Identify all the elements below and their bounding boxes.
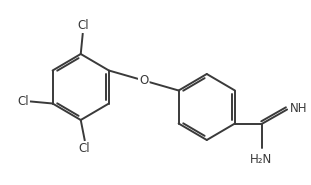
Text: O: O [139,74,148,87]
Text: Cl: Cl [17,95,29,108]
Text: Cl: Cl [77,19,89,32]
Text: NH: NH [290,102,308,115]
Text: H₂N: H₂N [249,152,272,166]
Text: Cl: Cl [79,142,91,155]
